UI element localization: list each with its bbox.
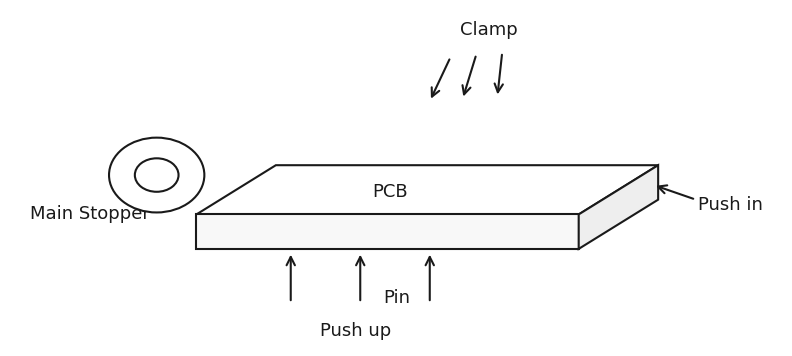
Text: Push in: Push in [698, 195, 763, 214]
Polygon shape [196, 165, 658, 214]
Polygon shape [579, 165, 658, 249]
Text: www.greatlong.com: www.greatlong.com [280, 167, 559, 233]
Polygon shape [196, 214, 579, 249]
Text: PCB: PCB [372, 183, 408, 201]
Text: Clamp: Clamp [460, 21, 518, 40]
Text: Main Stopper: Main Stopper [30, 205, 150, 224]
Text: Pin: Pin [383, 289, 410, 307]
Ellipse shape [135, 158, 178, 192]
Ellipse shape [109, 138, 204, 213]
Text: Push up: Push up [320, 321, 391, 340]
